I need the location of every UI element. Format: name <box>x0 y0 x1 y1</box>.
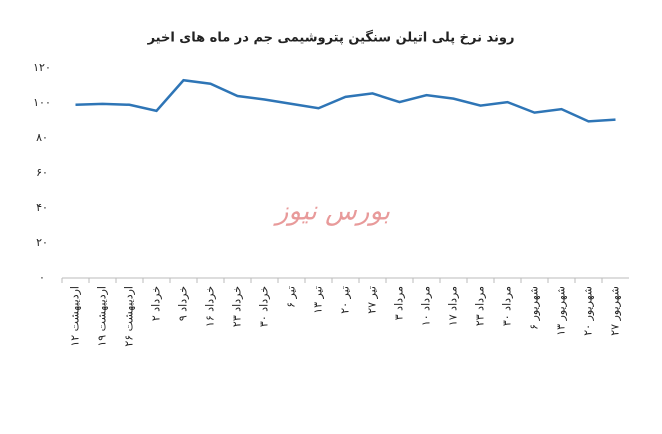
y-tick-label: ۴۰ <box>36 201 48 214</box>
x-tick-label: ۲۷ تیر <box>366 286 379 314</box>
x-tick-label: ۱۳ شهریور <box>555 286 568 336</box>
x-tick-label: ۹ خرداد <box>177 286 190 321</box>
line <box>75 78 616 123</box>
x-tick-label: ۲۳ خرداد <box>231 286 244 327</box>
chart-title: روند نرخ پلی اتیلن سنگین پتروشیمی جم در … <box>147 30 515 46</box>
x-tick-label: ۶ شهریور <box>528 286 541 330</box>
x-tick-label: ۶ تیر <box>285 286 298 308</box>
x-tick-label: ۲۶ اردیبهشت <box>123 286 136 347</box>
x-tick-label: ۱۳ تیر <box>312 286 325 314</box>
x-tick-label: ۱۷ مرداد <box>447 286 460 326</box>
x-tick-label: ۱۲ اردیبهشت <box>69 286 82 347</box>
x-tick-label: ۳۰ مرداد <box>501 286 514 326</box>
y-tick-label: ۶۰ <box>36 166 48 179</box>
x-tick-label: ۱۹ اردیبهشت <box>96 286 109 347</box>
x-tick-label: ۳ مرداد <box>393 286 406 320</box>
x-tick-label: ۲۳ مرداد <box>474 286 487 326</box>
x-tick-label: ۳۰ خرداد <box>258 286 271 327</box>
y-tick-label: ۰ <box>39 271 45 284</box>
y-tick-label: ۸۰ <box>36 131 48 144</box>
x-tick-label: ۲۰ تیر <box>339 286 352 314</box>
y-tick-label: ۲۰ <box>36 236 48 249</box>
x-tick-label: ۱۰ مرداد <box>420 286 433 326</box>
x-tick-label: ۲۰ شهریور <box>582 286 595 336</box>
x-tick-label: ۲۷ شهریور <box>609 286 622 336</box>
y-tick-label: ۱۰۰ <box>33 96 51 109</box>
x-tick-label: ۲ خرداد <box>150 286 163 321</box>
x-tick-label: ۱۶ خرداد <box>204 286 217 327</box>
y-tick-label: ۱۲۰ <box>33 61 51 74</box>
watermark: بورس نیوز <box>273 197 390 227</box>
